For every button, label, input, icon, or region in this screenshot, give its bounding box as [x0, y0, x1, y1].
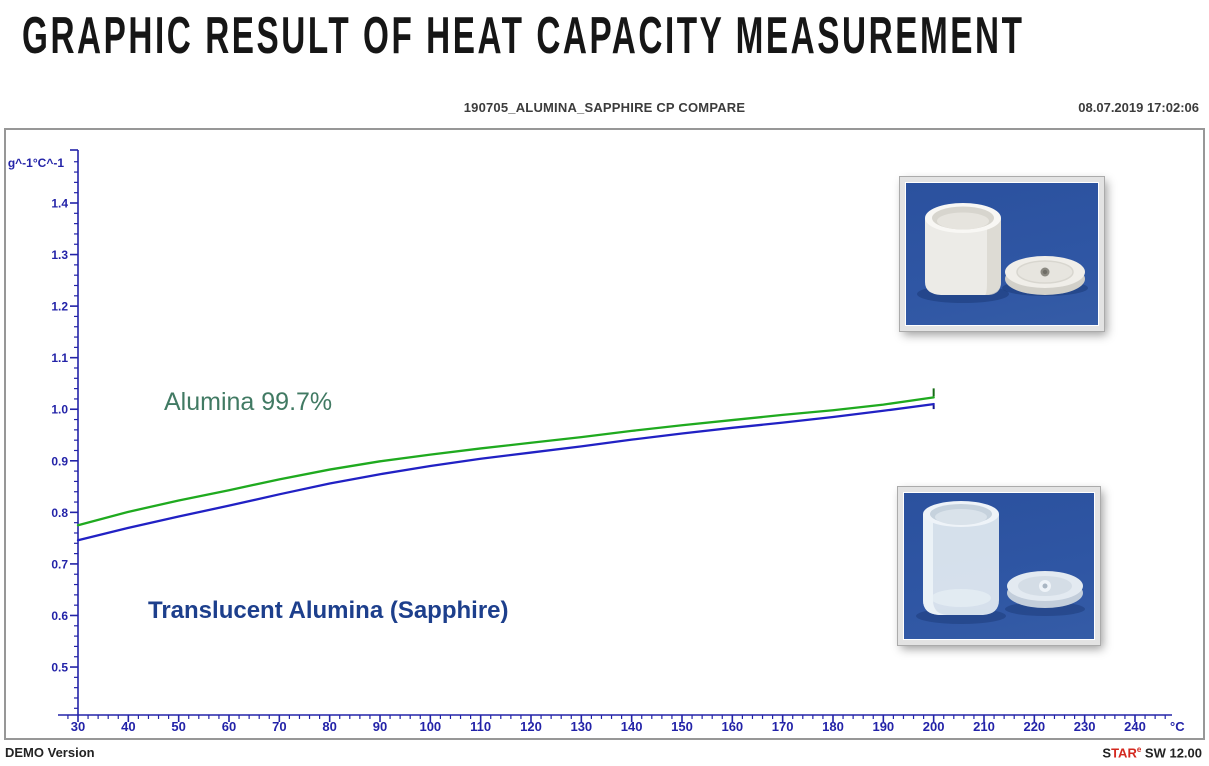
- plot-area: 0.5 0.6 0.7 0.8 0.9 1.0 1.1 1.2 1.3 1.4 30 40 50 60 7…: [8, 149, 1185, 734]
- curve-label-alumina: Alumina 99.7%: [164, 388, 332, 416]
- software-version-suffix: SW 12.00: [1141, 745, 1202, 761]
- y-tick-label: 0.9: [51, 454, 68, 468]
- x-tick-label: 60: [222, 719, 236, 734]
- y-tick-label: 1.0: [51, 403, 68, 417]
- curve-translucent-alumina-sapphire: [76, 402, 935, 542]
- x-tick-label: 220: [1023, 719, 1045, 734]
- alumina-crucible-photo: [899, 176, 1105, 332]
- x-tick-label: 30: [71, 719, 85, 734]
- x-tick-label: 140: [621, 719, 643, 734]
- y-tick-label: 0.6: [51, 609, 68, 623]
- x-tick-label: 210: [973, 719, 995, 734]
- x-tick-label: 110: [470, 719, 491, 734]
- y-tick-label: 0.7: [51, 557, 68, 571]
- sapphire-crucible-photo: [897, 486, 1101, 646]
- alumina-crucible-illustration: [917, 203, 1088, 303]
- y-tick-label: 1.3: [51, 248, 68, 262]
- chart-title-filename: 190705_ALUMINA_SAPPHIRE CP COMPARE: [463, 100, 746, 115]
- x-tick-label: 130: [570, 719, 592, 734]
- page-title: GRAPHIC RESULT OF HEAT CAPACITY MEASUREM…: [22, 7, 1025, 65]
- x-tick-label: 120: [520, 719, 542, 734]
- x-tick-label: 40: [121, 719, 135, 734]
- y-axis-unit-label: g^-1°C^-1: [8, 156, 64, 170]
- x-tick-label: 70: [272, 719, 286, 734]
- y-tick-label: 1.1: [51, 351, 68, 365]
- x-tick-label: 170: [772, 719, 794, 734]
- x-tick-label: 100: [419, 719, 441, 734]
- x-tick-label: 80: [322, 719, 336, 734]
- y-tick-label: 0.5: [51, 661, 68, 675]
- software-version-label: STARe SW 12.00: [1102, 745, 1202, 760]
- curve-alumina-997: [76, 388, 935, 527]
- x-tick-label: 200: [923, 719, 945, 734]
- x-tick-label: 230: [1074, 719, 1096, 734]
- x-tick-label: 240: [1124, 719, 1146, 734]
- software-name-superscript: e: [1136, 745, 1142, 754]
- y-axis: 0.5 0.6 0.7 0.8 0.9 1.0 1.1 1.2 1.3 1.4: [51, 149, 79, 715]
- x-axis-unit-label: °C: [1170, 719, 1185, 734]
- demo-version-label: DEMO Version: [5, 745, 95, 760]
- x-tick-label: 160: [721, 719, 743, 734]
- x-axis: 30 40 50 60 70 80 90 100 110 120 130 140 150 160 170 18…: [58, 714, 1172, 734]
- x-tick-label: 90: [373, 719, 387, 734]
- y-tick-label: 0.8: [51, 506, 68, 520]
- y-tick-label: 1.2: [51, 300, 68, 314]
- chart-datetime: 08.07.2019 17:02:06: [1078, 100, 1199, 115]
- curve-label-sapphire: Translucent Alumina (Sapphire): [148, 597, 509, 624]
- x-tick-label: 150: [671, 719, 693, 734]
- y-tick-label: 1.4: [51, 197, 68, 211]
- x-tick-label: 190: [872, 719, 894, 734]
- x-tick-label: 50: [171, 719, 185, 734]
- software-name-prefix: S: [1102, 745, 1112, 761]
- sapphire-crucible-illustration: [916, 501, 1085, 624]
- software-name-red: TAR: [1111, 745, 1137, 761]
- x-tick-label: 180: [822, 719, 844, 734]
